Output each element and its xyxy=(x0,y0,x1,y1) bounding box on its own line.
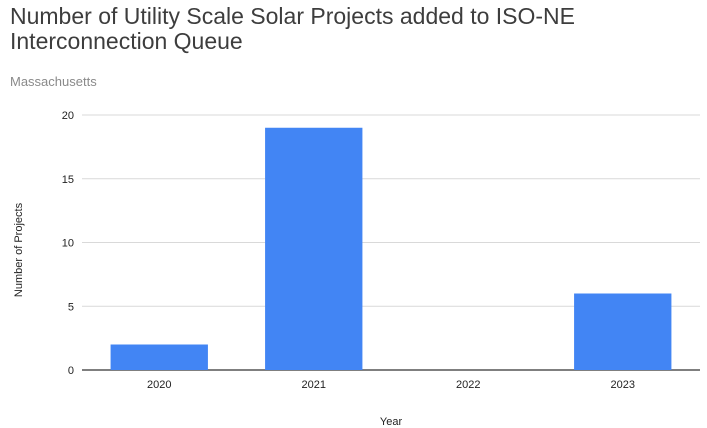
bars xyxy=(110,127,672,370)
bar-2021 xyxy=(265,127,363,370)
y-tick-label: 20 xyxy=(62,110,74,122)
y-axis-label: Number of Projects xyxy=(13,202,25,297)
chart-title: Number of Utility Scale Solar Projects a… xyxy=(10,3,576,54)
y-tick-label: 10 xyxy=(62,238,74,250)
x-tick-label: 2020 xyxy=(147,379,171,391)
y-tick-labels: 0 5 10 15 20 xyxy=(62,110,74,377)
x-tick-label: 2021 xyxy=(302,379,326,391)
bar-2023 xyxy=(574,293,672,370)
y-tick-label: 0 xyxy=(68,365,74,377)
y-tick-label: 5 xyxy=(68,301,74,313)
chart-subtitle: Massachusetts xyxy=(10,74,97,89)
x-axis-label: Year xyxy=(380,416,403,428)
bar-2020 xyxy=(110,344,208,370)
x-tick-labels: 2020 2021 2022 2023 xyxy=(147,379,635,391)
x-tick-label: 2022 xyxy=(456,379,480,391)
y-tick-label: 15 xyxy=(62,174,74,186)
x-tick-label: 2023 xyxy=(611,379,635,391)
